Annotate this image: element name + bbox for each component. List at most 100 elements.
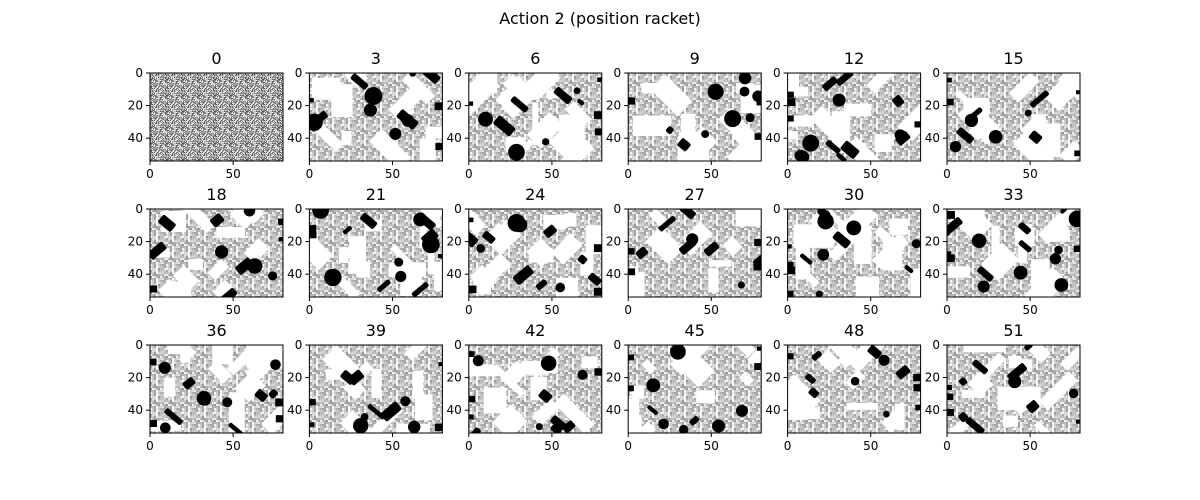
axes-frame xyxy=(468,208,603,298)
frame-image xyxy=(787,73,921,161)
y-tick-label: 20 xyxy=(606,371,621,385)
panel-title: 15 xyxy=(1003,49,1023,68)
y-tick-label: 20 xyxy=(925,371,940,385)
axes-frame xyxy=(787,344,922,434)
axes-frame xyxy=(149,72,284,162)
figure-title: Action 2 (position racket) xyxy=(499,9,700,28)
y-tick-label: 40 xyxy=(128,131,143,145)
y-tick-label: 40 xyxy=(765,131,780,145)
y-tick-label: 20 xyxy=(128,371,143,385)
panel-title: 6 xyxy=(530,49,540,68)
x-tick-label: 50 xyxy=(544,167,559,181)
frame-image xyxy=(150,209,283,297)
panel: 0 0 50 0 20 40 xyxy=(128,49,284,181)
y-tick-label: 40 xyxy=(925,131,940,145)
panel-title: 18 xyxy=(206,185,226,204)
axes-frame xyxy=(627,344,762,434)
y-tick-label: 0 xyxy=(135,338,143,352)
y-tick-label: 0 xyxy=(614,338,622,352)
frame-image xyxy=(150,73,283,161)
axes-frame xyxy=(627,72,762,162)
panel-title: 21 xyxy=(366,185,386,204)
axes-frame xyxy=(149,344,284,434)
y-tick-label: 20 xyxy=(287,371,302,385)
y-tick-label: 40 xyxy=(606,267,621,281)
y-tick-label: 20 xyxy=(287,235,302,249)
x-tick-label: 50 xyxy=(863,167,878,181)
panel: 18 0 50 0 20 40 xyxy=(128,185,284,317)
x-tick-label: 0 xyxy=(465,167,473,181)
y-tick-label: 0 xyxy=(773,202,781,216)
x-tick-label: 0 xyxy=(943,167,951,181)
panel-title: 42 xyxy=(525,321,545,340)
x-tick-label: 0 xyxy=(784,439,792,453)
frame-image xyxy=(309,345,443,433)
axes-frame xyxy=(308,208,443,298)
x-tick-label: 0 xyxy=(306,167,314,181)
y-tick-label: 0 xyxy=(932,202,940,216)
panel: 45 0 50 0 20 40 xyxy=(606,321,762,453)
y-tick-label: 20 xyxy=(447,99,462,113)
y-tick-label: 0 xyxy=(135,66,143,80)
x-tick-label: 0 xyxy=(624,303,632,317)
y-tick-label: 0 xyxy=(932,66,940,80)
y-tick-label: 20 xyxy=(606,235,621,249)
x-tick-label: 0 xyxy=(624,439,632,453)
y-tick-label: 0 xyxy=(614,66,622,80)
panel: 3 0 50 0 20 40 xyxy=(287,49,443,181)
x-tick-label: 50 xyxy=(225,167,240,181)
y-tick-label: 0 xyxy=(773,338,781,352)
y-tick-label: 40 xyxy=(447,403,462,417)
panel-title: 39 xyxy=(366,321,386,340)
y-tick-label: 20 xyxy=(128,235,143,249)
y-tick-label: 20 xyxy=(287,99,302,113)
x-tick-label: 0 xyxy=(943,439,951,453)
panel: 24 0 50 0 20 40 xyxy=(447,185,603,317)
y-tick-label: 40 xyxy=(128,267,143,281)
y-tick-label: 0 xyxy=(614,202,622,216)
y-tick-label: 40 xyxy=(128,403,143,417)
y-tick-label: 40 xyxy=(925,403,940,417)
x-tick-label: 50 xyxy=(704,303,719,317)
frame-image xyxy=(947,209,1080,297)
y-tick-label: 0 xyxy=(454,66,462,80)
y-tick-label: 0 xyxy=(295,66,303,80)
panel-title: 0 xyxy=(211,49,221,68)
axes-frame xyxy=(468,344,603,434)
panel-title: 9 xyxy=(690,49,700,68)
panel: 12 0 50 0 20 40 xyxy=(765,49,922,181)
frame-image xyxy=(787,209,921,297)
x-tick-label: 50 xyxy=(1022,303,1037,317)
frame-image xyxy=(468,209,602,297)
x-tick-label: 0 xyxy=(784,167,792,181)
y-tick-label: 40 xyxy=(925,267,940,281)
x-tick-label: 50 xyxy=(704,167,719,181)
y-tick-label: 40 xyxy=(447,131,462,145)
axes-frame xyxy=(627,208,762,298)
panel-title: 30 xyxy=(844,185,864,204)
y-tick-label: 20 xyxy=(765,99,780,113)
x-tick-label: 50 xyxy=(385,167,400,181)
y-tick-label: 0 xyxy=(295,202,303,216)
x-tick-label: 0 xyxy=(306,439,314,453)
x-tick-label: 50 xyxy=(1022,439,1037,453)
y-tick-label: 0 xyxy=(932,338,940,352)
y-tick-label: 20 xyxy=(925,235,940,249)
axes-frame xyxy=(468,72,603,162)
panel: 21 0 50 0 20 40 xyxy=(287,185,443,317)
panel: 51 0 50 0 20 40 xyxy=(925,321,1081,453)
y-tick-label: 0 xyxy=(773,66,781,80)
axes-frame xyxy=(308,72,443,162)
frame-image xyxy=(468,73,602,161)
y-tick-label: 40 xyxy=(765,403,780,417)
x-tick-label: 50 xyxy=(225,303,240,317)
y-tick-label: 0 xyxy=(135,202,143,216)
panel: 6 0 50 0 20 40 xyxy=(447,49,603,181)
axes-frame xyxy=(787,72,922,162)
x-tick-label: 0 xyxy=(624,167,632,181)
panel-title: 27 xyxy=(685,185,705,204)
panel: 36 0 50 0 20 40 xyxy=(128,321,284,453)
x-tick-label: 0 xyxy=(465,303,473,317)
x-tick-label: 0 xyxy=(146,303,154,317)
